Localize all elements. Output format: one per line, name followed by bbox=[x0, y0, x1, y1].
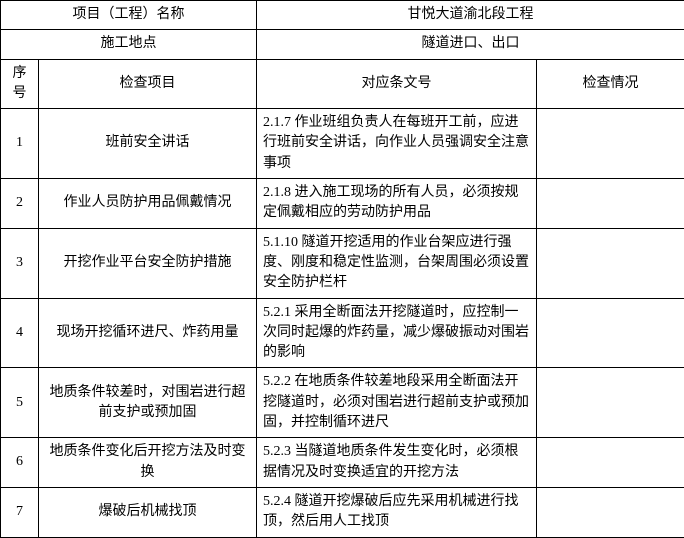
cell-item: 爆破后机械找顶 bbox=[39, 487, 257, 537]
cell-seq: 2 bbox=[1, 179, 39, 229]
table-row: 5 地质条件较差时，对围岩进行超前支护或预加固 5.2.2 在地质条件较差地段采… bbox=[1, 368, 684, 438]
cell-clause: 2.1.8 进入施工现场的所有人员，必须按规定佩戴相应的劳动防护用品 bbox=[257, 179, 537, 229]
col-item: 检查项目 bbox=[39, 59, 257, 109]
cell-status bbox=[537, 298, 684, 368]
header-row-project: 项目（工程）名称 甘悦大道渝北段工程 bbox=[1, 1, 684, 30]
location-value: 隧道进口、出口 bbox=[257, 30, 684, 59]
cell-clause: 5.2.4 隧道开挖爆破后应先采用机械进行找顶，然后用人工找顶 bbox=[257, 487, 537, 537]
table-row: 6 地质条件变化后开挖方法及时变换 5.2.3 当隧道地质条件发生变化时，必须根… bbox=[1, 438, 684, 488]
cell-status bbox=[537, 368, 684, 438]
col-seq: 序号 bbox=[1, 59, 39, 109]
project-name-label: 项目（工程）名称 bbox=[1, 1, 257, 30]
cell-item: 开挖作业平台安全防护措施 bbox=[39, 228, 257, 298]
cell-seq: 5 bbox=[1, 368, 39, 438]
cell-status bbox=[537, 228, 684, 298]
cell-seq: 3 bbox=[1, 228, 39, 298]
column-header-row: 序号 检查项目 对应条文号 检查情况 bbox=[1, 59, 684, 109]
cell-seq: 4 bbox=[1, 298, 39, 368]
cell-item: 现场开挖循环进尺、炸药用量 bbox=[39, 298, 257, 368]
cell-clause: 5.2.1 采用全断面法开挖隧道时，应控制一次同时起爆的炸药量，减少爆破振动对围… bbox=[257, 298, 537, 368]
cell-clause: 5.2.3 当隧道地质条件发生变化时，必须根据情况及时变换适宜的开挖方法 bbox=[257, 438, 537, 488]
cell-status bbox=[537, 438, 684, 488]
table-row: 7 爆破后机械找顶 5.2.4 隧道开挖爆破后应先采用机械进行找顶，然后用人工找… bbox=[1, 487, 684, 537]
cell-seq: 7 bbox=[1, 487, 39, 537]
table-row: 1 班前安全讲话 2.1.7 作业班组负责人在每班开工前，应进行班前安全讲话，向… bbox=[1, 109, 684, 179]
cell-status bbox=[537, 179, 684, 229]
project-name-value: 甘悦大道渝北段工程 bbox=[257, 1, 684, 30]
col-clause: 对应条文号 bbox=[257, 59, 537, 109]
cell-item: 作业人员防护用品佩戴情况 bbox=[39, 179, 257, 229]
cell-item: 地质条件变化后开挖方法及时变换 bbox=[39, 438, 257, 488]
table-row: 2 作业人员防护用品佩戴情况 2.1.8 进入施工现场的所有人员，必须按规定佩戴… bbox=[1, 179, 684, 229]
location-label: 施工地点 bbox=[1, 30, 257, 59]
cell-item: 班前安全讲话 bbox=[39, 109, 257, 179]
cell-clause: 5.2.2 在地质条件较差地段采用全断面法开挖隧道时，必须对围岩进行超前支护或预… bbox=[257, 368, 537, 438]
cell-seq: 6 bbox=[1, 438, 39, 488]
cell-item: 地质条件较差时，对围岩进行超前支护或预加固 bbox=[39, 368, 257, 438]
cell-clause: 2.1.7 作业班组负责人在每班开工前，应进行班前安全讲话，向作业人员强调安全注… bbox=[257, 109, 537, 179]
cell-clause: 5.1.10 隧道开挖适用的作业台架应进行强度、刚度和稳定性监测，台架周围必须设… bbox=[257, 228, 537, 298]
inspection-table: 项目（工程）名称 甘悦大道渝北段工程 施工地点 隧道进口、出口 序号 检查项目 … bbox=[0, 0, 684, 538]
header-row-location: 施工地点 隧道进口、出口 bbox=[1, 30, 684, 59]
table-row: 3 开挖作业平台安全防护措施 5.1.10 隧道开挖适用的作业台架应进行强度、刚… bbox=[1, 228, 684, 298]
cell-status bbox=[537, 487, 684, 537]
cell-status bbox=[537, 109, 684, 179]
col-status: 检查情况 bbox=[537, 59, 684, 109]
cell-seq: 1 bbox=[1, 109, 39, 179]
table-row: 4 现场开挖循环进尺、炸药用量 5.2.1 采用全断面法开挖隧道时，应控制一次同… bbox=[1, 298, 684, 368]
